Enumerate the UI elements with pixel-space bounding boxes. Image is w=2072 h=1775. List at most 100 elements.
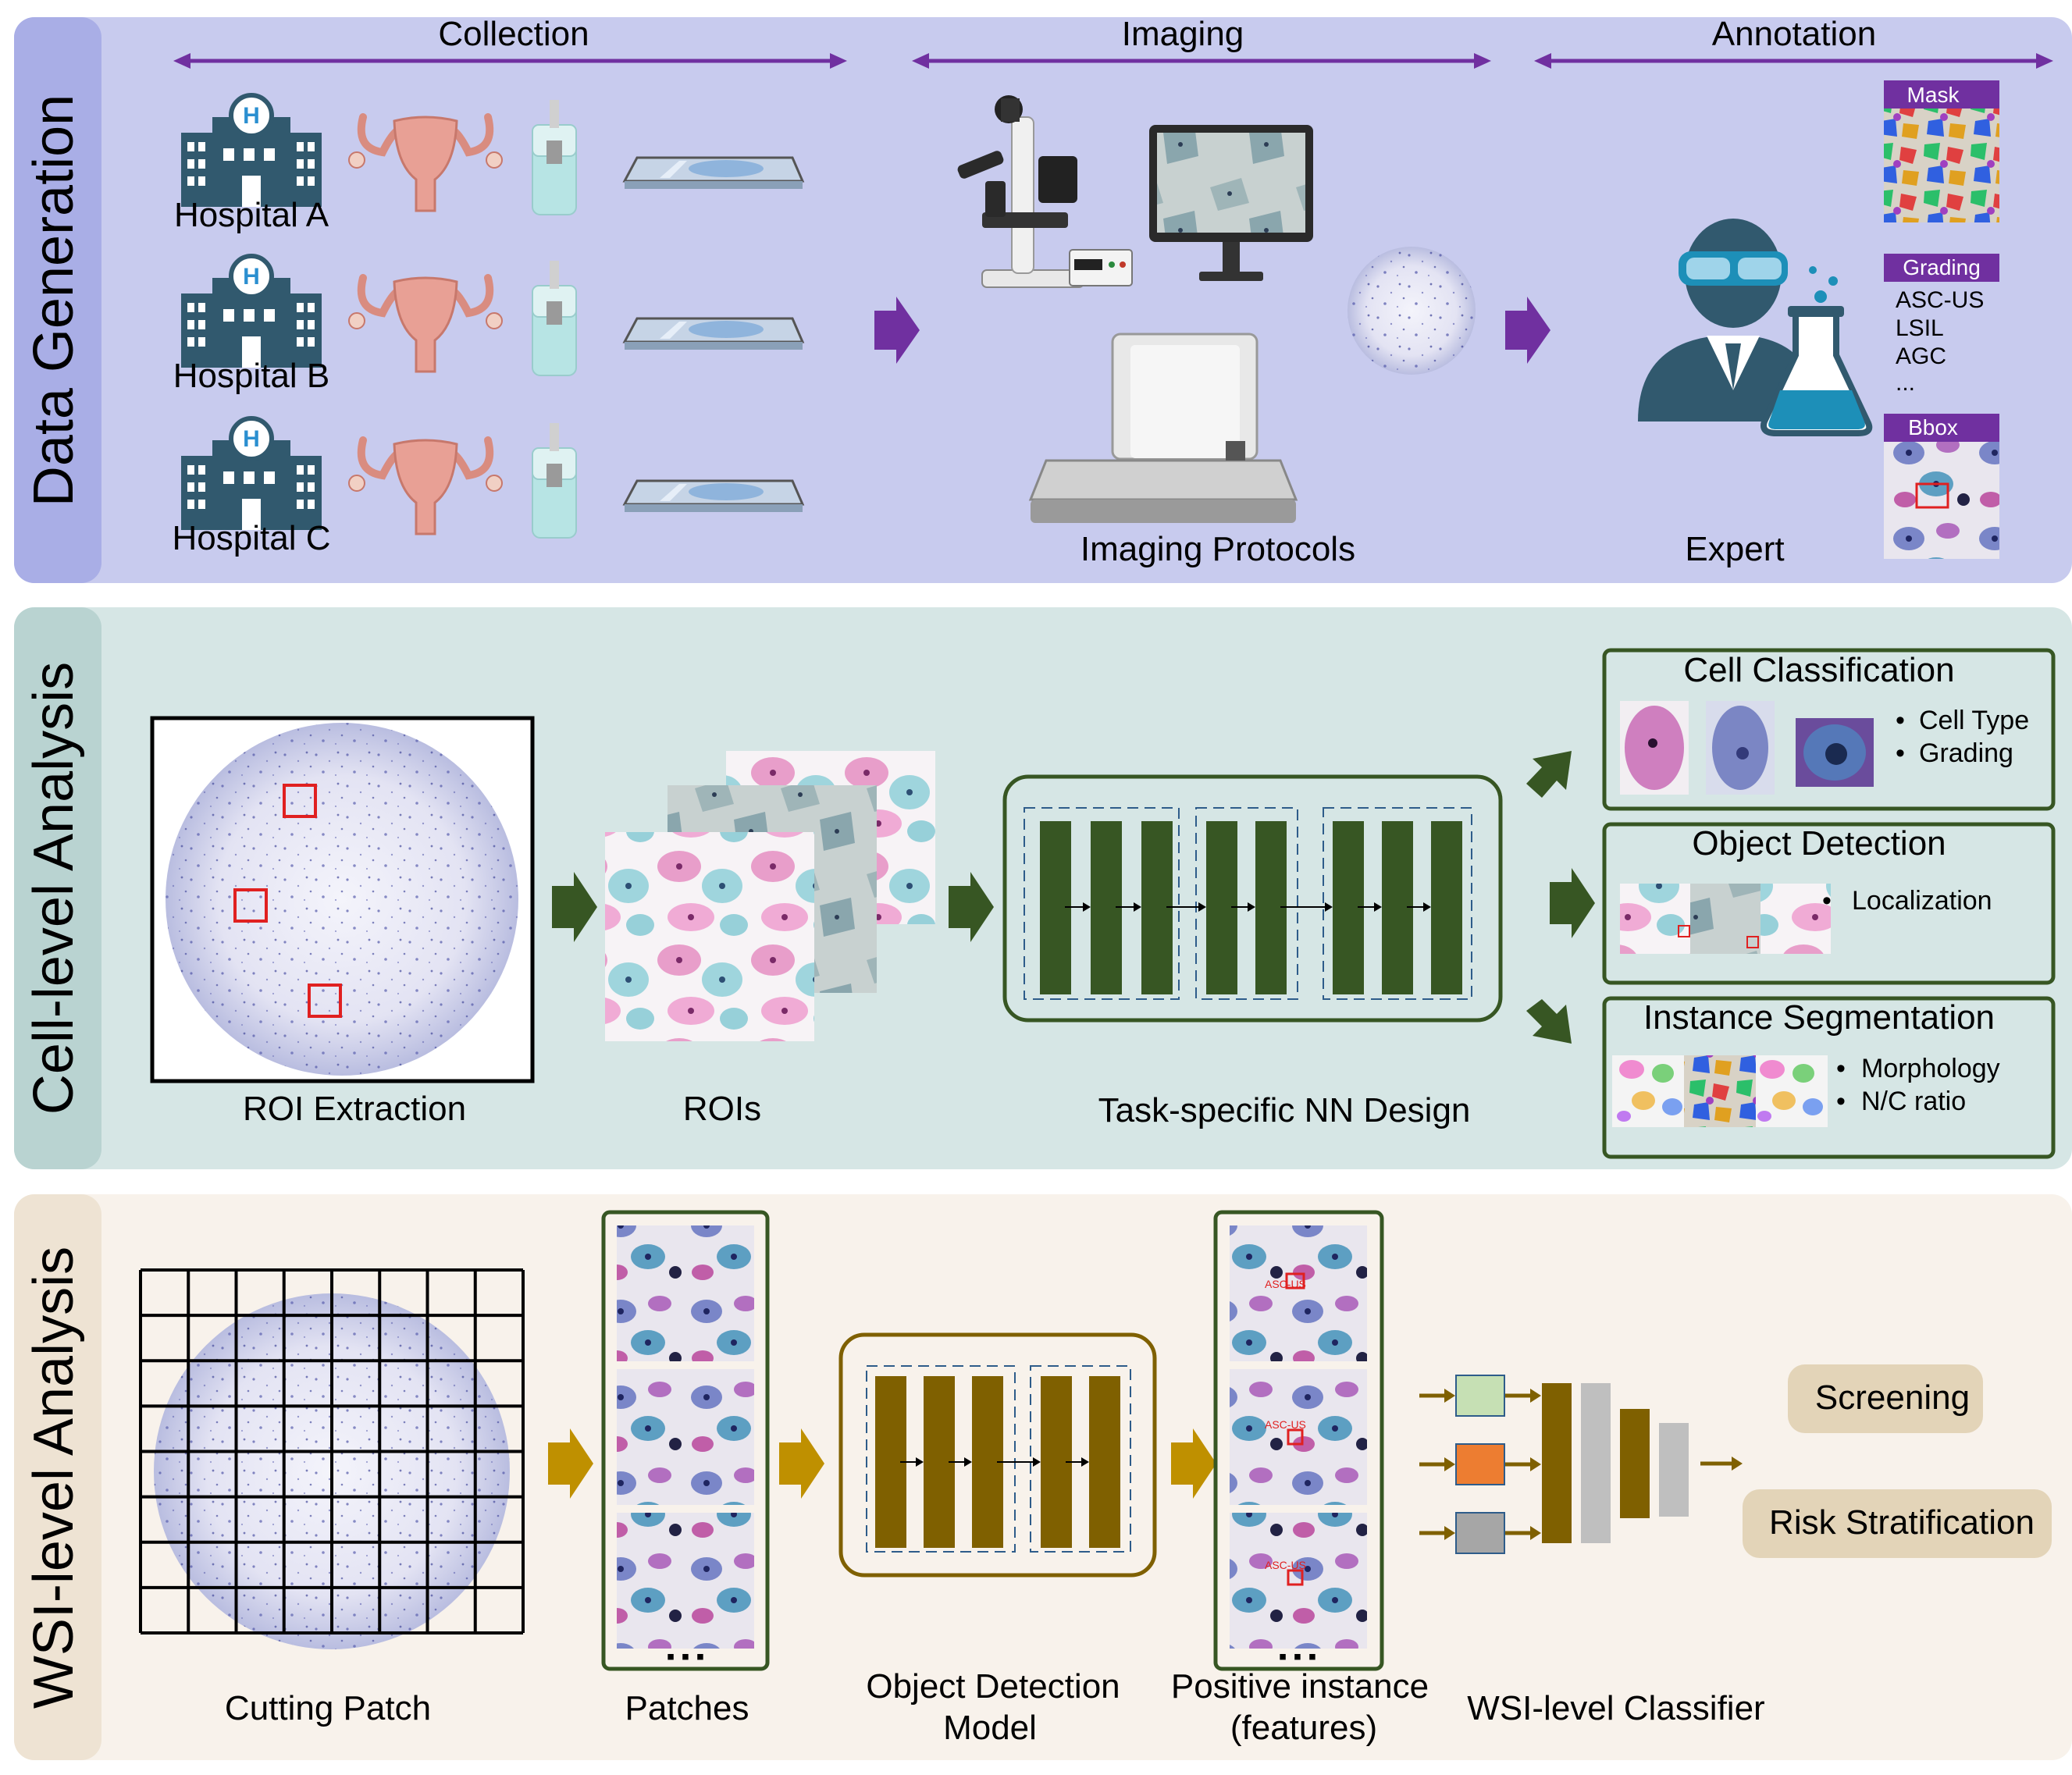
wsi-level-label: WSI-level Analysis <box>23 1247 85 1709</box>
patches-dots: ▪ ▪ ▪ <box>667 1644 705 1670</box>
grading-item-1: ASC-US <box>1896 287 1984 313</box>
panel1-tab <box>14 17 101 583</box>
stage-arrow-head-right-2 <box>2036 53 2053 69</box>
stage-collection-label: Collection <box>438 15 589 53</box>
od-layers <box>875 1376 1120 1548</box>
nn-design-label: Task-specific NN Design <box>1098 1091 1471 1129</box>
feature-in-arrowhead-2 <box>1444 1526 1455 1540</box>
cell-level-label: Cell-level Analysis <box>23 662 85 1115</box>
feature-in-arrowhead-0 <box>1444 1389 1455 1403</box>
segmentation-bullet-2: N/C ratio <box>1861 1087 1966 1116</box>
task-instance-segmentation: Instance Segmentation • Morphology • N/C… <box>1602 996 2056 1159</box>
od-connector-head-3 <box>1081 1457 1089 1467</box>
hospital-building-icon: H <box>181 416 322 530</box>
arrow-to-patches <box>548 1428 593 1499</box>
roi-box-1 <box>283 784 317 818</box>
arrow-to-rois <box>552 872 597 942</box>
nn-connector-head-0 <box>1083 902 1091 912</box>
hospital-b-label: Hospital B <box>173 357 330 395</box>
cell-classification-title: Cell Classification <box>1683 651 1954 689</box>
grading-label: Grading <box>1903 255 1981 279</box>
nn-connector-head-2 <box>1198 902 1206 912</box>
stage-arrow-head-left-1 <box>912 53 929 69</box>
roi-box-2 <box>233 888 268 923</box>
od-connector-head-0 <box>916 1457 924 1467</box>
stage-arrow-head-left-2 <box>1534 53 1551 69</box>
glass-slide-icon <box>622 156 805 189</box>
monitor-icon <box>1149 125 1313 281</box>
annotation-grading: Grading ASC-US LSIL AGC ... <box>1884 254 1999 396</box>
glass-slide-icon <box>622 317 805 350</box>
positive-dots: ▪ ▪ ▪ <box>1279 1644 1317 1670</box>
nn-layer-7 <box>1431 821 1462 994</box>
object-detection-model <box>838 1332 1157 1578</box>
detection-model-label-1: Object Detection <box>866 1667 1120 1706</box>
output-screening: Screening <box>1788 1364 1983 1433</box>
hospital-h-glyph: H <box>243 103 260 129</box>
classification-bullet-1-dot: • <box>1896 706 1905 735</box>
grading-item-3: AGC <box>1896 343 1946 369</box>
rois-label: ROIs <box>683 1090 761 1128</box>
overlay-label-1: ASC-US <box>1265 1278 1306 1290</box>
arrow-to-positive <box>1171 1428 1216 1499</box>
segmentation-bullet-1-dot: • <box>1836 1054 1846 1083</box>
glass-slide-icon <box>622 479 805 512</box>
nn-connector-head-5 <box>1374 902 1382 912</box>
arrow-to-detection-model <box>779 1428 824 1499</box>
feature-grey <box>1455 1512 1505 1554</box>
positive-instance-label-2: (features) <box>1230 1709 1377 1747</box>
hospital-a-label: Hospital A <box>174 196 329 234</box>
feature-in-arrowhead-1 <box>1444 1457 1455 1471</box>
feature-orange <box>1455 1443 1505 1485</box>
feature-out-arrowhead-0 <box>1530 1389 1541 1403</box>
wsi-classifier <box>1419 1375 1743 1554</box>
od-layer-4 <box>1089 1376 1120 1548</box>
feature-out-arrowhead-1 <box>1530 1457 1541 1471</box>
object-detection-title: Object Detection <box>1692 824 1946 863</box>
hospital-rows: H H H <box>181 93 805 539</box>
instance-segmentation-title: Instance Segmentation <box>1643 998 1995 1037</box>
positive-instances-column: ASC-US ASC-US ASC-US ▪ ▪ ▪ <box>1213 1210 1384 1671</box>
hospital-c-label: Hospital C <box>173 519 331 557</box>
cutting-patch-label: Cutting Patch <box>225 1689 431 1727</box>
wsi-level-panel: WSI-level Analysis Cutting Patch ▪ ▪ ▪ P… <box>14 1194 2072 1760</box>
annotation-bbox: Bbox <box>1884 414 1999 559</box>
arrow-to-annotation <box>1505 297 1550 364</box>
arrow-to-detection <box>1550 868 1595 938</box>
detection-bullet-1-dot: • <box>1822 886 1832 916</box>
task-cell-classification: Cell Classification • Cell Type • Gradin… <box>1602 648 2056 811</box>
uterus-icon <box>348 274 503 373</box>
stage-annotation-label: Annotation <box>1712 15 1876 53</box>
panel3-tab <box>14 1194 101 1760</box>
arrow-to-classification <box>1526 751 1572 798</box>
nn-connector-head-6 <box>1423 902 1431 912</box>
output-risk-stratification: Risk Stratification <box>1743 1489 2052 1558</box>
patches-label: Patches <box>625 1689 749 1727</box>
hospital-building-icon: H <box>181 93 322 207</box>
sample-vial-icon <box>532 261 577 376</box>
stage-arrows <box>173 53 2053 69</box>
stage-imaging-label: Imaging <box>1122 15 1244 53</box>
od-connector-head-2 <box>1033 1457 1041 1467</box>
flask-icon <box>1760 266 1873 436</box>
nn-layers <box>1040 821 1462 994</box>
task-object-detection: Object Detection • Localization <box>1602 822 2056 985</box>
arrow-to-segmentation <box>1526 999 1572 1044</box>
grading-item-4: ... <box>1896 370 1915 396</box>
segmentation-bullet-2-dot: • <box>1836 1087 1846 1116</box>
data-generation-panel: Data Generation Collection Imaging Annot… <box>14 15 2072 583</box>
annotation-mask: Mask <box>1884 80 1999 222</box>
positive-instance-label-1: Positive instance <box>1171 1667 1429 1706</box>
detection-bullet-1: Localization <box>1852 886 1992 916</box>
roi-extraction-label: ROI Extraction <box>243 1090 466 1128</box>
panel2-tab <box>14 607 101 1169</box>
nn-design-block <box>1002 774 1503 1023</box>
hospital-building-icon: H <box>181 254 322 368</box>
roi-box-3 <box>308 984 342 1018</box>
nn-connector-head-4 <box>1325 902 1333 912</box>
screening-label: Screening <box>1815 1378 1970 1417</box>
expert-label: Expert <box>1685 530 1784 568</box>
sample-vial-icon <box>532 423 577 539</box>
od-connector-head-1 <box>964 1457 972 1467</box>
